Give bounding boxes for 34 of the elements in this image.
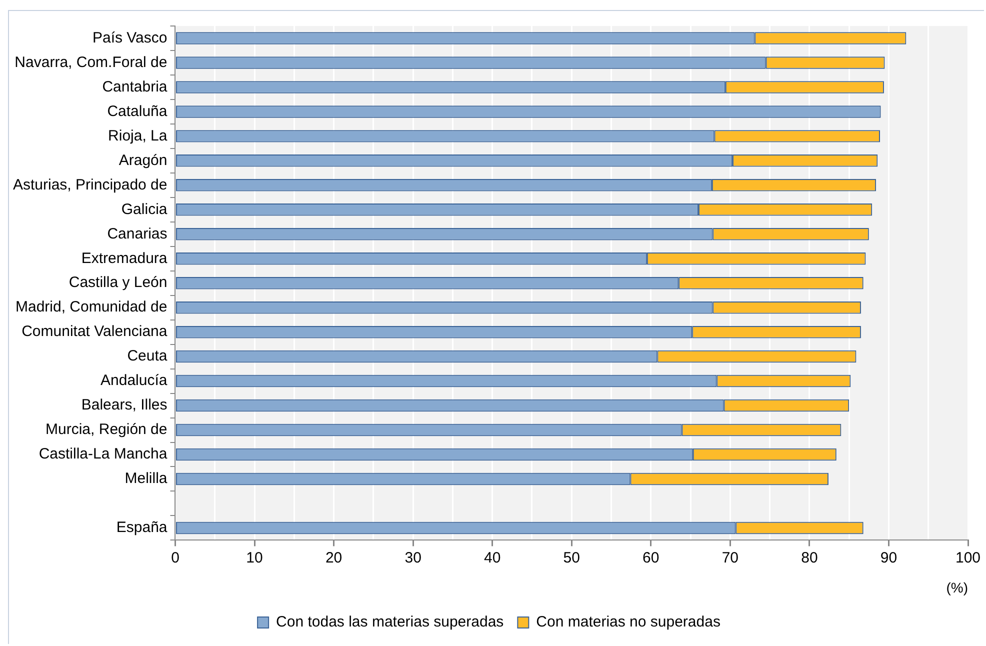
y-tick-label: Castilla y León [68,274,168,292]
y-tick-label: Ceuta [127,348,168,365]
y-tick-label: Andalucía [100,372,168,390]
legend-label: Con todas las materias superadas [276,614,504,631]
x-tick-label: 40 [484,549,501,566]
x-tick-label: 30 [404,549,422,566]
x-tick-label: 0 [171,549,180,566]
y-tick-label: Balears, Illes [81,396,168,414]
y-tick-label: Castilla-La Mancha [38,446,168,463]
y-tick-label: Melilla [124,470,168,488]
y-tick-label: Canarias [107,225,168,242]
x-tick-label: 50 [563,549,580,566]
y-tick-label: España [116,519,168,536]
y-tick-label: Asturias, Principado de [13,176,168,194]
x-tick-label: 90 [880,549,898,566]
y-tick-label: Navarra, Com.Foral de [14,54,168,71]
y-tick-label: Comunitat Valenciana [22,323,168,340]
x-tick-label: 20 [325,549,342,566]
x-axis-title: (%) [946,579,968,596]
y-tick-label: Cantabria [102,78,168,96]
x-tick-label: 70 [722,549,739,566]
y-tick-label: Extremadura [81,250,168,267]
x-tick-label: 60 [642,549,660,566]
x-tick-label: 100 [955,549,981,566]
y-tick-label: Aragón [118,152,168,169]
y-tick-label: Cataluña [107,102,168,120]
y-tick-label: Galicia [121,200,168,218]
y-tick-label: Rioja, La [108,127,168,144]
x-tick-label: 80 [801,549,818,566]
y-tick-label: Murcia, Región de [46,421,168,438]
y-tick-label: Madrid, Comunidad de [15,298,168,316]
legend-label: Con materias no superadas [536,614,720,631]
x-tick-label: 10 [246,549,263,566]
y-tick-label: País Vasco [92,29,168,46]
